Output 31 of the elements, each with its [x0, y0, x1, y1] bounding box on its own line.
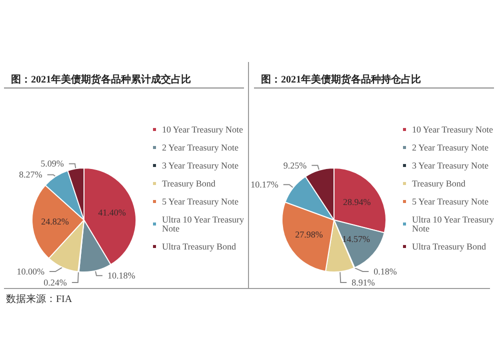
chart-title: 图：2021年美债期货各品种累计成交占比 — [11, 74, 191, 86]
data-label: 10.18% — [107, 270, 136, 281]
data-label: 14.57% — [342, 234, 370, 244]
legend-label: Ultra Treasury Bond — [162, 242, 236, 252]
chart-title: 图：2021年美债期货各品种持仓占比 — [261, 74, 421, 86]
data-label: 41.40% — [98, 207, 126, 218]
legend-label: Ultra 10 Year Treasury Note — [162, 214, 246, 234]
legend-label: 3 Year Treasury Note — [412, 160, 489, 170]
legend-label: 3 Year Treasury Note — [162, 160, 239, 170]
data-label: 0.24% — [44, 278, 68, 288]
data-label: 0.18% — [374, 266, 398, 276]
data-label: 8.27% — [19, 170, 43, 180]
data-label: 28.94% — [343, 197, 372, 208]
data-label: 10.17% — [250, 180, 279, 190]
legend-label: Treasury Bond — [162, 178, 216, 188]
data-label: 27.98% — [295, 230, 324, 240]
data-label: 9.25% — [283, 160, 308, 170]
data-label: 8.91% — [352, 278, 376, 288]
legend-label: 2 Year Treasury Note — [162, 142, 239, 152]
legend-label: 10 Year Treasury Note — [162, 124, 244, 134]
legend-label: Treasury Bond — [412, 178, 466, 188]
legend-label: 2 Year Treasury Note — [412, 142, 489, 152]
data-label: 5.09% — [40, 158, 64, 169]
legend-label: Ultra 10 Year Treasury Note — [412, 214, 496, 234]
data-label: 10.00% — [16, 266, 45, 276]
source-note: 数据来源：FIA — [6, 292, 72, 306]
legend-label: 10 Year Treasury Note — [412, 124, 494, 134]
legend-label: Ultra Treasury Bond — [412, 242, 486, 252]
data-label: 24.82% — [41, 216, 70, 226]
legend-label: 5 Year Treasury Note — [412, 196, 489, 206]
legend-label: 5 Year Treasury Note — [162, 196, 239, 206]
